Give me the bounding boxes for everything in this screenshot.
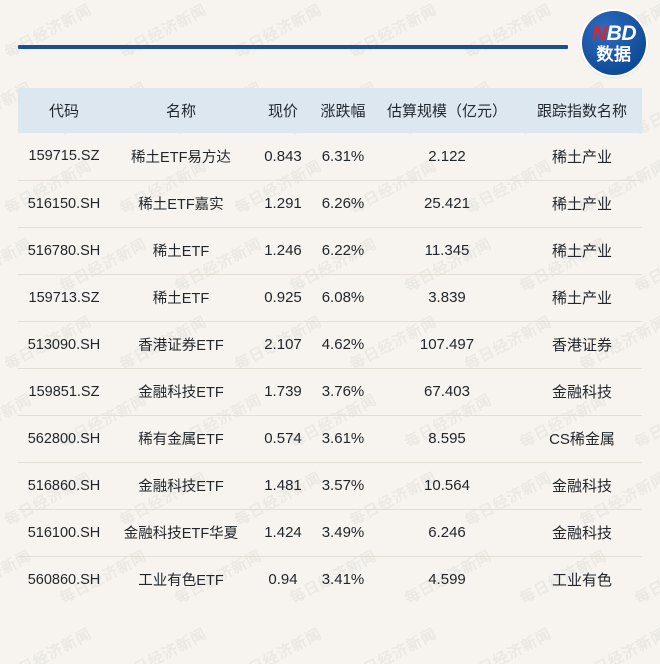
etf-ranking-table: 代码 名称 现价 涨跌幅 估算规模（亿元） 跟踪指数名称 159715.SZ 稀土…	[18, 88, 642, 603]
watermark-text: 每日经济新闻	[462, 625, 555, 664]
cell-change: 3.41%	[314, 555, 372, 603]
table-row[interactable]: 159713.SZ 稀土ETF 0.925 6.08% 3.839 稀土产业	[18, 273, 642, 321]
cell-price: 1.424	[252, 508, 314, 556]
cell-price: 1.291	[252, 179, 314, 227]
cell-code: 159851.SZ	[18, 367, 110, 415]
cell-price: 0.574	[252, 414, 314, 462]
header-divider-rule	[18, 45, 568, 49]
cell-scale: 8.595	[372, 414, 522, 462]
cell-change: 4.62%	[314, 320, 372, 368]
cell-scale: 67.403	[372, 367, 522, 415]
table-row[interactable]: 562800.SH 稀有金属ETF 0.574 3.61% 8.595 CS稀金属	[18, 414, 642, 462]
cell-index: 稀土产业	[551, 148, 612, 166]
table-row[interactable]: 516860.SH 金融科技ETF 1.481 3.57% 10.564 金融科技	[18, 461, 642, 509]
cell-price: 0.925	[252, 273, 314, 321]
cell-name: 稀土ETF易方达	[131, 149, 231, 166]
cell-price: 2.107	[252, 320, 314, 368]
table-body: 159715.SZ 稀土ETF易方达 0.843 6.31% 2.122 稀土产业 5161…	[18, 133, 642, 603]
cell-change: 6.31%	[321, 147, 365, 165]
column-header-name[interactable]: 名称	[110, 88, 252, 133]
cell-index: 稀土产业	[522, 226, 642, 274]
column-header-code[interactable]: 代码	[18, 88, 110, 133]
cell-code: 159715.SZ	[28, 148, 100, 165]
cell-scale: 107.497	[372, 320, 522, 368]
table-row[interactable]: 159715.SZ 稀土ETF易方达 0.843 6.31% 2.122 稀土产业	[18, 133, 642, 180]
cell-price: 1.481	[252, 461, 314, 509]
cell-code: 562800.SH	[18, 414, 110, 462]
cell-name: 金融科技ETF	[110, 461, 252, 509]
table-row[interactable]: 513090.SH 香港证券ETF 2.107 4.62% 107.497 香港证券	[18, 320, 642, 368]
cell-scale: 3.839	[372, 273, 522, 321]
cell-price: 1.246	[252, 226, 314, 274]
cell-change: 3.61%	[314, 414, 372, 462]
cell-change: 6.08%	[314, 273, 372, 321]
cell-scale: 2.122	[428, 147, 466, 165]
table-row[interactable]: 159851.SZ 金融科技ETF 1.739 3.76% 67.403 金融科技	[18, 367, 642, 415]
nbd-logo-letters-bd: BD	[606, 22, 637, 45]
cell-index: 香港证券	[522, 320, 642, 368]
cell-name: 稀土ETF	[110, 273, 252, 321]
cell-change: 3.57%	[314, 461, 372, 509]
table-header-row: 代码 名称 现价 涨跌幅 估算规模（亿元） 跟踪指数名称	[18, 88, 642, 133]
table-row[interactable]: 516100.SH 金融科技ETF华夏 1.424 3.49% 6.246 金融科技	[18, 508, 642, 556]
column-header-scale[interactable]: 估算规模（亿元）	[372, 88, 522, 133]
watermark-text: 每日经济新闻	[577, 625, 660, 664]
cell-scale: 4.599	[372, 555, 522, 603]
cell-code: 516100.SH	[18, 508, 110, 556]
nbd-logo-letter-n: N	[591, 22, 607, 45]
table-header: 代码 名称 现价 涨跌幅 估算规模（亿元） 跟踪指数名称	[18, 88, 642, 133]
column-header-change[interactable]: 涨跌幅	[314, 88, 372, 133]
watermark-text: 每日经济新闻	[2, 625, 95, 664]
cell-index: 稀土产业	[522, 273, 642, 321]
cell-name: 香港证券ETF	[110, 320, 252, 368]
cell-name: 金融科技ETF	[110, 367, 252, 415]
cell-price: 0.94	[252, 555, 314, 603]
cell-index: 工业有色	[522, 555, 642, 603]
cell-index: 金融科技	[522, 461, 642, 509]
cell-index: 金融科技	[522, 367, 642, 415]
cell-scale: 11.345	[372, 226, 522, 274]
cell-name: 稀土ETF	[110, 226, 252, 274]
cell-scale: 10.564	[372, 461, 522, 509]
cell-name: 金融科技ETF华夏	[110, 508, 252, 556]
cell-scale: 25.421	[372, 179, 522, 227]
cell-code: 516150.SH	[18, 179, 110, 227]
table-row[interactable]: 516780.SH 稀土ETF 1.246 6.22% 11.345 稀土产业	[18, 226, 642, 274]
nbd-logo-subtext: 数据	[596, 45, 632, 64]
cell-change: 3.76%	[314, 367, 372, 415]
cell-code: 516780.SH	[18, 226, 110, 274]
nbd-logo: NBD 数据	[582, 11, 646, 75]
cell-name: 稀有金属ETF	[110, 414, 252, 462]
cell-change: 6.26%	[314, 179, 372, 227]
cell-code: 560860.SH	[18, 555, 110, 603]
cell-index: 稀土产业	[522, 179, 642, 227]
cell-price: 0.843	[264, 147, 302, 165]
cell-code: 513090.SH	[18, 320, 110, 368]
cell-scale: 6.246	[372, 508, 522, 556]
column-header-index[interactable]: 跟踪指数名称	[522, 88, 642, 133]
cell-index: 金融科技	[522, 508, 642, 556]
cell-change: 3.49%	[314, 508, 372, 556]
nbd-logo-wordmark: NBD	[591, 22, 637, 45]
cell-name: 工业有色ETF	[110, 555, 252, 603]
watermark-text: 每日经济新闻	[347, 625, 440, 664]
watermark-text: 每日经济新闻	[232, 625, 325, 664]
cell-name: 稀土ETF嘉实	[110, 179, 252, 227]
cell-code: 159713.SZ	[18, 273, 110, 321]
table-row[interactable]: 516150.SH 稀土ETF嘉实 1.291 6.26% 25.421 稀土产业	[18, 179, 642, 227]
cell-price: 1.739	[252, 367, 314, 415]
cell-index: CS稀金属	[522, 414, 642, 462]
cell-code: 516860.SH	[18, 461, 110, 509]
page-header: NBD 数据	[0, 0, 660, 88]
table-row[interactable]: 560860.SH 工业有色ETF 0.94 3.41% 4.599 工业有色	[18, 555, 642, 603]
watermark-text: 每日经济新闻	[117, 625, 210, 664]
column-header-price[interactable]: 现价	[252, 88, 314, 133]
cell-change: 6.22%	[314, 226, 372, 274]
